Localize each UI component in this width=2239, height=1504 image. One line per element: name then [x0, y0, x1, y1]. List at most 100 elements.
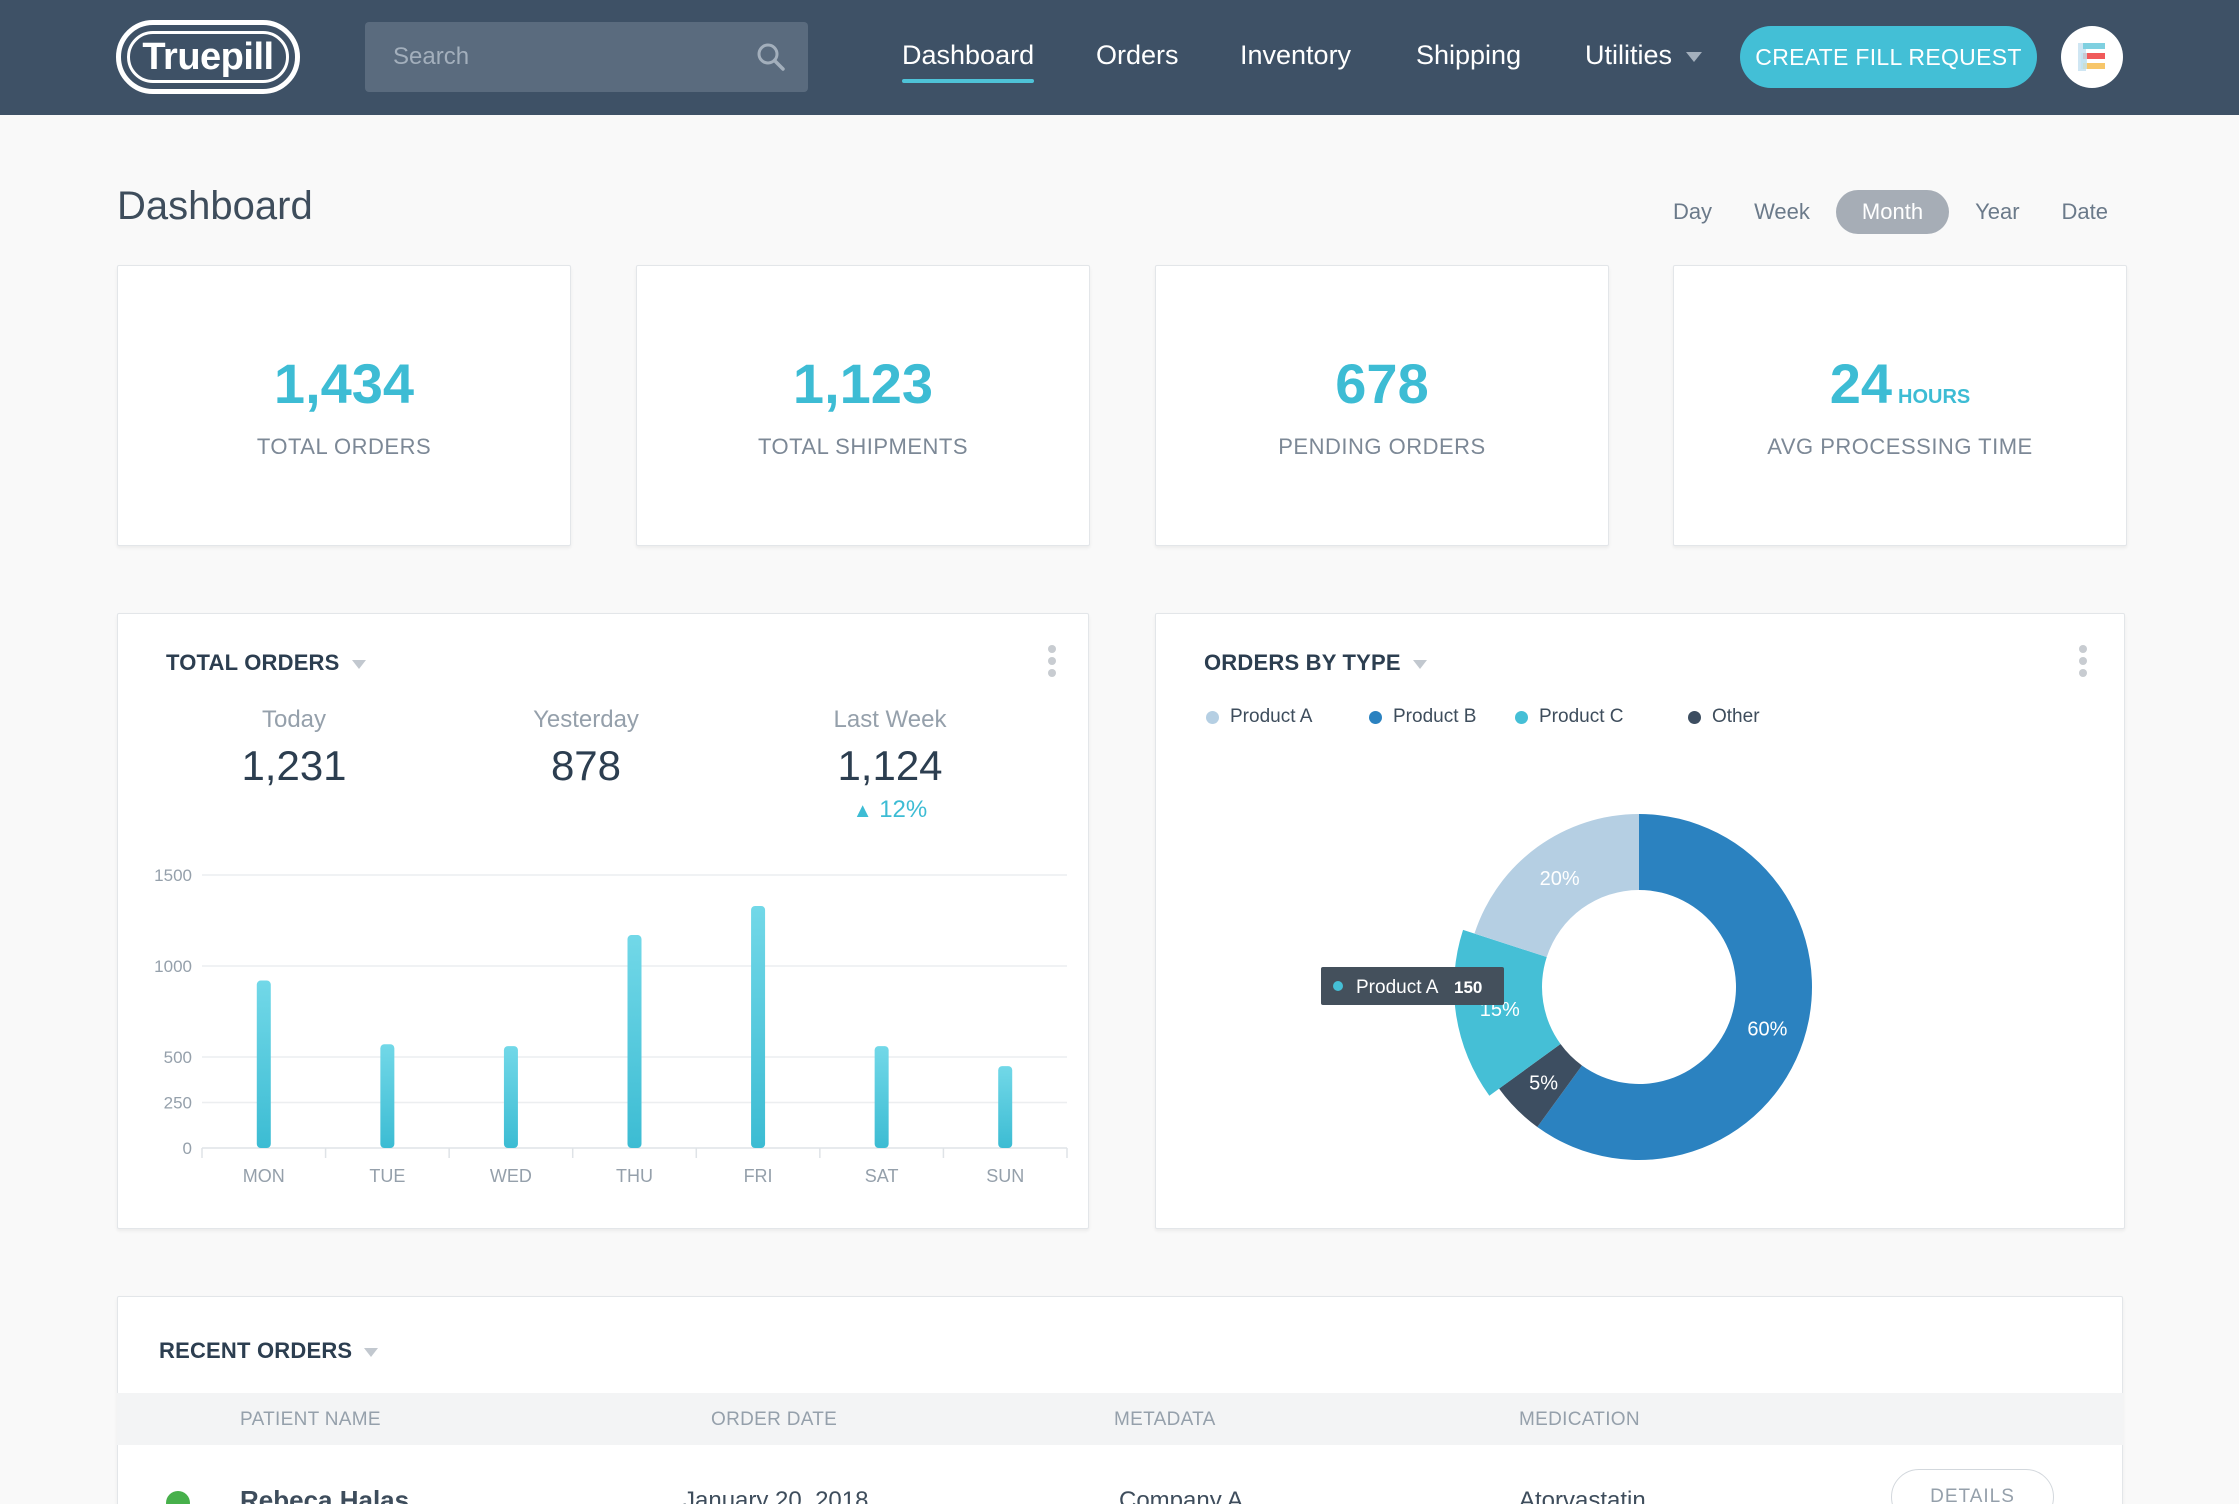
period-day[interactable]: Day	[1672, 199, 1713, 224]
bar-sun[interactable]	[998, 1066, 1013, 1148]
column-header-order-date[interactable]: ORDER DATE	[711, 1409, 838, 1430]
chevron-down-icon	[364, 1347, 379, 1357]
chevron-down-icon	[1412, 659, 1427, 669]
stat-card-total-orders: 1,434 TOTAL ORDERS	[117, 265, 571, 546]
summary-value: 878	[550, 742, 622, 789]
bar-wed[interactable]	[503, 1046, 518, 1148]
slice-product-a[interactable]	[1474, 814, 1639, 958]
stat-number: 1,434	[273, 352, 415, 415]
tooltip-dot	[1333, 981, 1343, 991]
tooltip-value: 150	[1454, 978, 1482, 997]
nav-utilities[interactable]: Utilities	[1585, 40, 1703, 80]
top-navigation-bar: Truepill Dashboard Orders Inventory Ship…	[0, 0, 2239, 115]
legend-label: Product A	[1230, 706, 1313, 727]
stat-card-total-shipments: 1,123 TOTAL SHIPMENTS	[636, 265, 1090, 546]
y-tick-label: 1500	[154, 866, 192, 885]
x-tick-label: WED	[490, 1166, 532, 1186]
x-tick-label: THU	[616, 1166, 653, 1186]
stat-label: TOTAL ORDERS	[256, 434, 432, 459]
recent-orders-title[interactable]: RECENT ORDERS	[159, 1338, 379, 1364]
logo-text: Truepill	[127, 31, 289, 83]
chevron-down-icon	[1686, 51, 1703, 62]
legend-item-product-a[interactable]: Product A	[1206, 706, 1369, 728]
x-tick-label: SUN	[986, 1166, 1024, 1186]
stat-number: 1,123	[792, 352, 934, 415]
period-week[interactable]: Week	[1754, 199, 1810, 224]
stat-card-pending-orders: 678 PENDING ORDERS	[1155, 265, 1609, 546]
total-orders-bar-chart: 0 250 500 1000 1500 MON TUE WED THU FRI SAT SUN	[154, 866, 1068, 1186]
orders-by-type-legend: Product A Product B Product C Other	[1206, 706, 1778, 728]
slice-label: 60%	[1747, 1019, 1787, 1041]
recent-orders-title-label: RECENT ORDERS	[159, 1338, 353, 1363]
slice-product-b[interactable]	[1537, 814, 1812, 1160]
legend-item-product-b[interactable]: Product B	[1369, 706, 1515, 728]
summary-value: 1,124	[837, 742, 943, 789]
order-metadata: Company A	[1119, 1487, 1244, 1504]
change-value: 12%	[879, 796, 928, 823]
nav-utilities-label: Utilities	[1585, 40, 1673, 70]
column-header-medication[interactable]: MEDICATION	[1519, 1409, 1640, 1430]
stat-number: 678	[1335, 352, 1429, 415]
stat-unit: HOURS	[1898, 386, 1971, 408]
search-input[interactable]	[365, 22, 808, 92]
avatar[interactable]	[2061, 26, 2123, 88]
search-icon[interactable]	[756, 42, 786, 72]
legend-dot-icon	[1206, 710, 1219, 724]
stat-value: 1,123	[637, 356, 1089, 412]
slice-other[interactable]	[1499, 1044, 1582, 1127]
tooltip-label: Product A	[1356, 977, 1439, 998]
chevron-down-icon	[351, 659, 366, 669]
stat-label: AVG PROCESSING TIME	[1767, 434, 2033, 459]
bar-tue[interactable]	[380, 1044, 395, 1148]
total-orders-title[interactable]: TOTAL ORDERS	[166, 650, 366, 676]
y-tick-label: 1000	[154, 957, 192, 976]
nav-dashboard[interactable]: Dashboard	[902, 40, 1035, 83]
legend-dot-icon	[1515, 710, 1528, 724]
period-selector: Day Week Month Year Date	[1647, 190, 2124, 234]
nav-shipping[interactable]: Shipping	[1416, 40, 1521, 80]
nav-orders[interactable]: Orders	[1096, 40, 1179, 80]
summary-yesterday: Yesterday 878	[486, 706, 686, 790]
x-tick-label: SAT	[865, 1166, 899, 1186]
chart-tooltip: Product A 150	[1321, 967, 1504, 1005]
bar-sat[interactable]	[874, 1046, 889, 1148]
order-date: January 20, 2018	[683, 1487, 869, 1504]
stat-label: PENDING ORDERS	[1278, 434, 1486, 459]
create-fill-request-button[interactable]: CREATE FILL REQUEST	[1740, 26, 2037, 88]
stat-number: 24	[1829, 352, 1893, 415]
summary-value: 1,231	[241, 742, 347, 789]
more-options-icon[interactable]	[1047, 645, 1057, 681]
period-year[interactable]: Year	[1975, 199, 2020, 224]
details-button[interactable]: DETAILS	[1891, 1469, 2054, 1504]
patient-name[interactable]: Rebeca Halas	[240, 1485, 410, 1504]
recent-orders-table-header: PATIENT NAME ORDER DATE METADATA MEDICAT…	[117, 1393, 2123, 1445]
legend-item-product-c[interactable]: Product C	[1515, 706, 1688, 728]
summary-today: Today 1,231	[194, 706, 394, 790]
arrow-up-icon: ▲	[852, 800, 873, 822]
orders-by-type-title[interactable]: ORDERS BY TYPE	[1204, 650, 1427, 676]
nav-dashboard-label: Dashboard	[902, 40, 1035, 70]
bar-thu[interactable]	[627, 935, 642, 1148]
bar-mon[interactable]	[256, 980, 271, 1148]
stat-value: 24 HOURS	[1674, 356, 2126, 412]
column-header-metadata[interactable]: METADATA	[1114, 1409, 1216, 1430]
legend-item-other[interactable]: Other	[1688, 706, 1778, 728]
truepill-logo[interactable]: Truepill	[116, 20, 300, 94]
legend-dot-icon	[1688, 710, 1701, 724]
summary-label: Yesterday	[533, 706, 639, 733]
bar-fri[interactable]	[751, 905, 766, 1148]
column-header-patient-name[interactable]: PATIENT NAME	[240, 1409, 381, 1430]
period-month[interactable]: Month	[1835, 190, 1950, 234]
nav-inventory[interactable]: Inventory	[1240, 40, 1351, 80]
nav-inventory-label: Inventory	[1240, 40, 1352, 70]
summary-change: ▲ 12%	[790, 796, 990, 824]
orders-by-type-donut-chart: 60%5%15%20% Product A 150	[1321, 814, 1812, 1160]
stat-value: 678	[1156, 356, 1608, 412]
x-tick-label: TUE	[369, 1166, 405, 1186]
more-options-icon[interactable]	[2078, 645, 2088, 681]
slice-label: 20%	[1540, 868, 1580, 890]
period-date[interactable]: Date	[2061, 199, 2108, 224]
tooltip-box	[1321, 967, 1504, 1005]
search-box[interactable]	[365, 22, 808, 92]
stat-label: TOTAL SHIPMENTS	[757, 434, 968, 459]
